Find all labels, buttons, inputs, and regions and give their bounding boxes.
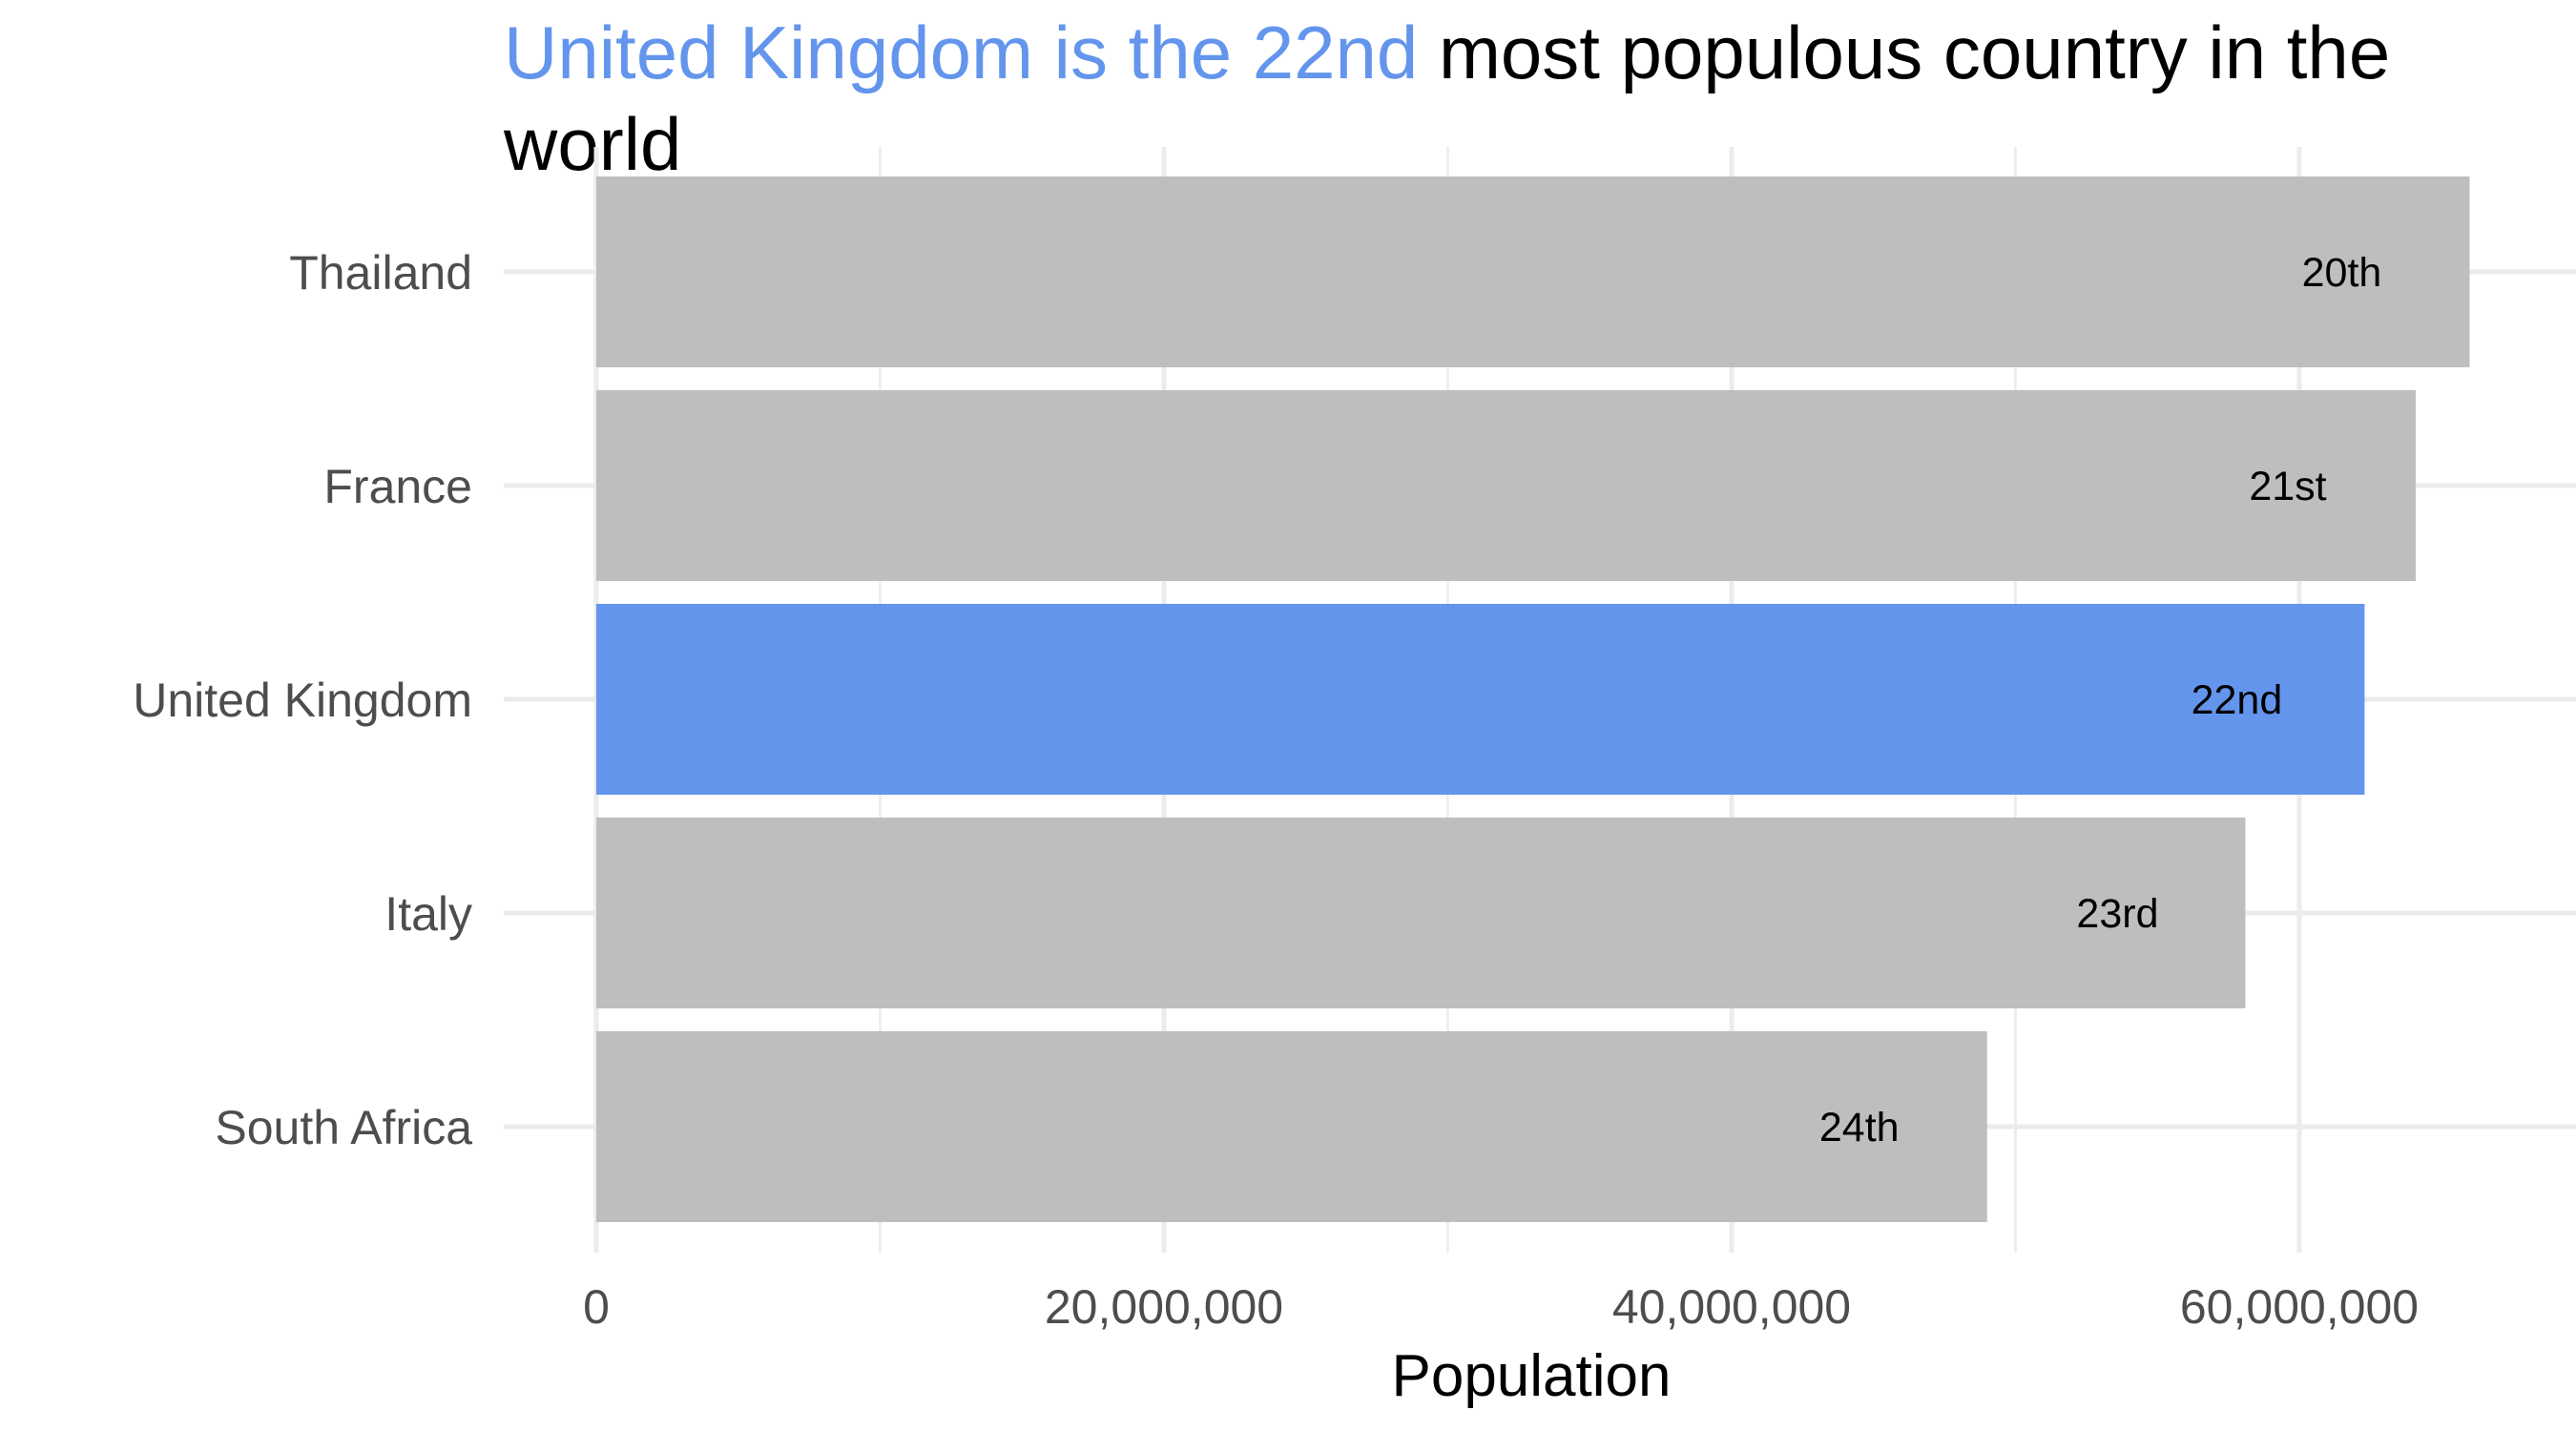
x-axis-tick-labels: 0 20,000,000 40,000,000 60,000,000 — [583, 1280, 2419, 1334]
x-axis-title: Population — [1391, 1343, 1671, 1409]
bar-south-africa — [596, 1031, 1987, 1222]
chart-title: United Kingdom is the 22nd most populous… — [503, 10, 2390, 186]
x-tick-label: 60,000,000 — [2180, 1280, 2419, 1334]
chart-title-rest: most populous country in the — [1418, 10, 2390, 94]
data-label-south-africa: 24th — [1819, 1105, 1900, 1151]
bar-france — [596, 390, 2416, 581]
bar-italy — [596, 818, 2246, 1008]
y-tick-label-united-kingdom: United Kingdom — [133, 674, 472, 727]
y-tick-label-france: France — [323, 460, 472, 513]
y-tick-label-south-africa: South Africa — [215, 1101, 472, 1154]
y-axis-tick-labels: Thailand France United Kingdom Italy South A… — [133, 246, 472, 1154]
data-labels: 20th 21st 22nd 23rd 24th — [1819, 250, 2381, 1151]
chart-title-highlight: United Kingdom is the 22nd — [504, 10, 1418, 94]
bar-united-kingdom — [596, 604, 2365, 795]
x-tick-label: 0 — [583, 1280, 610, 1334]
bars — [596, 176, 2470, 1222]
x-tick-label: 40,000,000 — [1612, 1280, 1851, 1334]
bar-thailand — [596, 176, 2470, 367]
chart-title-line-2: world — [503, 102, 681, 186]
data-label-united-kingdom: 22nd — [2192, 677, 2283, 723]
data-label-france: 21st — [2249, 464, 2326, 509]
chart-title-line-1: United Kingdom is the 22nd most populous… — [504, 10, 2390, 94]
y-tick-label-thailand: Thailand — [289, 246, 472, 300]
data-label-italy: 23rd — [2076, 891, 2158, 937]
data-label-thailand: 20th — [2302, 250, 2382, 296]
y-tick-label-italy: Italy — [384, 887, 472, 941]
x-tick-label: 20,000,000 — [1045, 1280, 1283, 1334]
